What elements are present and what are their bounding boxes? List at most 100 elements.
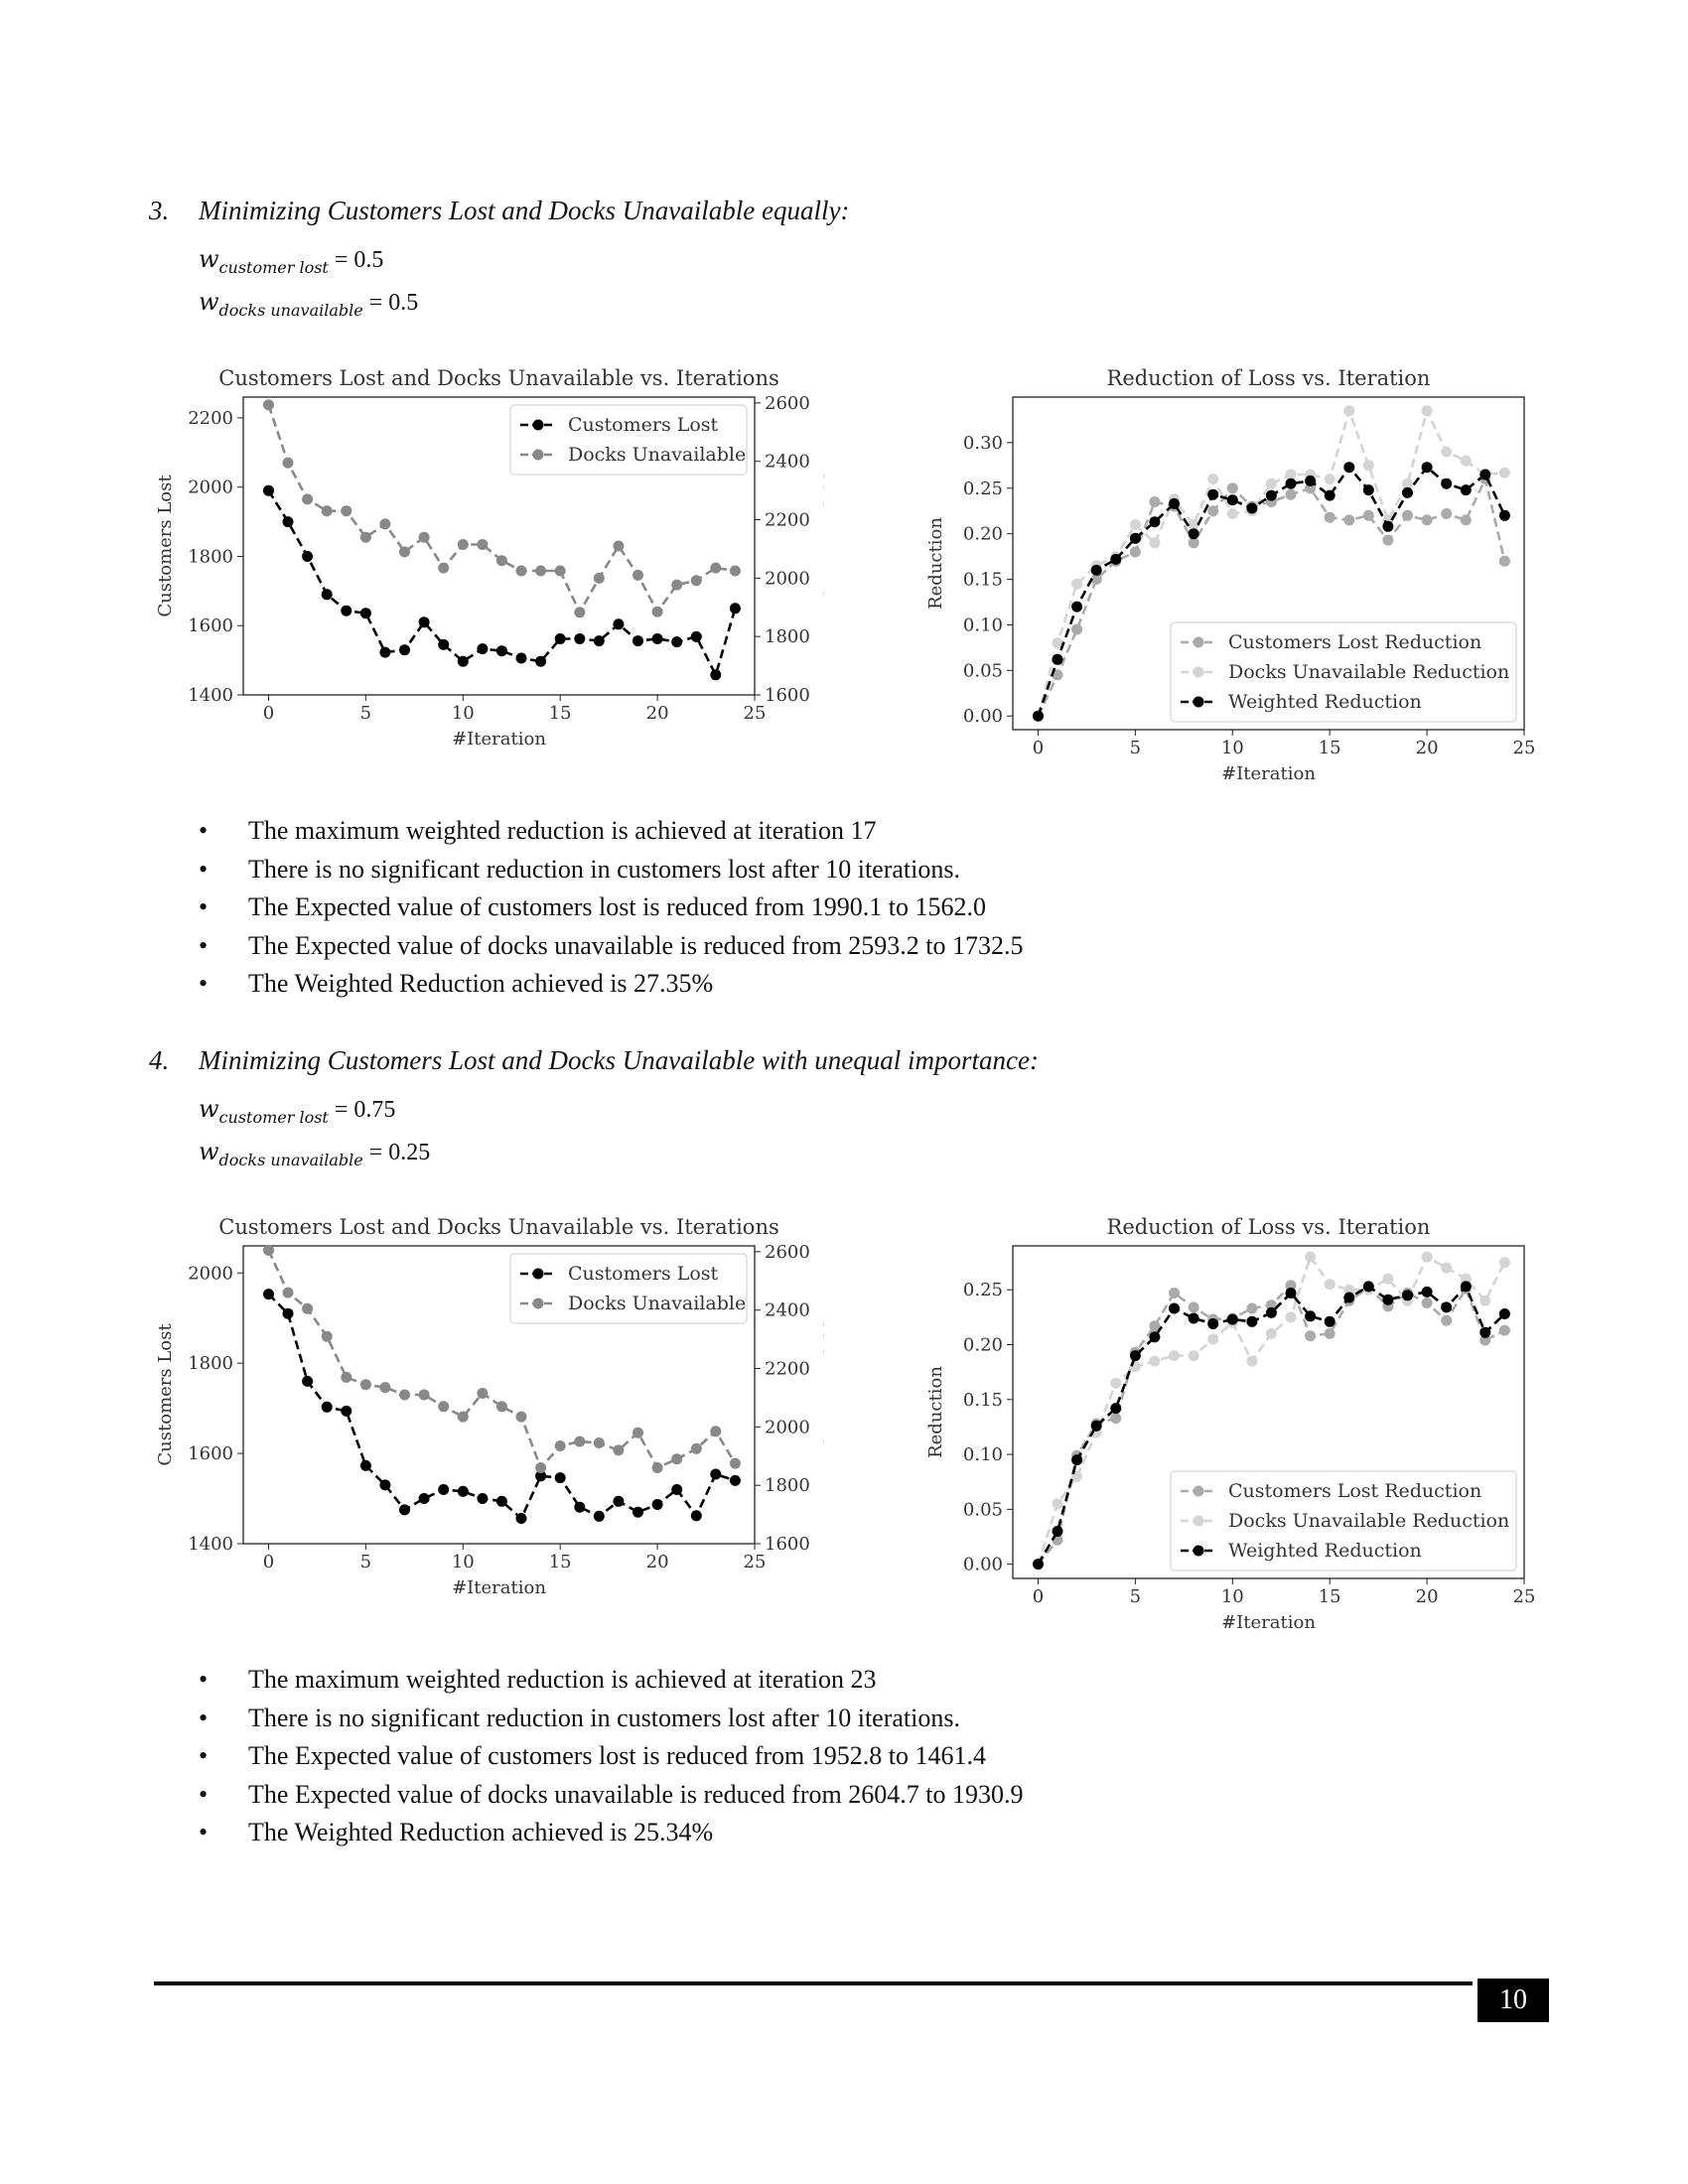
x-tick-label: 20 xyxy=(1416,738,1439,758)
chart-title: Reduction of Loss vs. Iteration xyxy=(1107,366,1431,390)
data-point xyxy=(1324,1315,1336,1327)
y2-tick-label: 2200 xyxy=(765,1359,810,1380)
weight-symbol: w xyxy=(199,1138,219,1165)
data-point xyxy=(1498,1324,1510,1336)
y-tick-label: 2200 xyxy=(188,408,233,429)
data-point xyxy=(1052,1526,1063,1537)
data-point xyxy=(651,633,663,644)
y2-tick-label: 2200 xyxy=(765,510,810,531)
data-point xyxy=(438,638,450,650)
data-point xyxy=(321,1401,333,1413)
x-tick-label: 5 xyxy=(1130,738,1141,758)
data-point xyxy=(282,457,294,469)
y-tick-label: 0.00 xyxy=(963,706,1003,727)
section-number: 3. xyxy=(149,196,170,225)
data-point xyxy=(613,540,625,552)
data-point xyxy=(1402,509,1413,521)
data-point xyxy=(1226,1313,1238,1325)
legend-swatch-marker xyxy=(1193,1545,1204,1557)
legend-item: Docks Unavailable Reduction xyxy=(1181,661,1509,683)
legend-label: Customers Lost xyxy=(568,414,719,436)
data-point xyxy=(457,539,469,550)
y-tick-label: 1600 xyxy=(188,615,233,636)
data-point xyxy=(282,516,294,528)
data-point xyxy=(1421,1251,1433,1263)
weight-line: wcustomer lost = 0.75 xyxy=(199,1092,430,1135)
legend-swatch-marker xyxy=(532,1268,544,1280)
y-tick-label: 0.25 xyxy=(963,478,1003,499)
data-point xyxy=(341,1371,352,1383)
findings-list: The maximum weighted reduction is achiev… xyxy=(199,812,1023,1004)
data-point xyxy=(690,1442,702,1454)
data-point xyxy=(1479,1326,1491,1338)
y-tick-label: 0.20 xyxy=(963,1335,1003,1356)
list-item: The maximum weighted reduction is achiev… xyxy=(199,812,1023,851)
list-item: There is no significant reduction in cus… xyxy=(199,851,1023,889)
data-point xyxy=(729,603,741,614)
data-point xyxy=(1285,1288,1297,1298)
data-point xyxy=(1441,478,1453,489)
data-point xyxy=(341,505,352,517)
data-point xyxy=(1188,1312,1199,1324)
data-point xyxy=(263,399,274,411)
data-point xyxy=(1479,469,1491,480)
data-point xyxy=(1324,511,1336,523)
data-point xyxy=(1265,1306,1277,1318)
data-point xyxy=(1421,462,1433,474)
chart-title: Customers Lost and Docks Unavailable vs.… xyxy=(218,1215,779,1239)
data-point xyxy=(1441,1301,1453,1313)
list-item: The Expected value of customers lost is … xyxy=(199,1737,1023,1776)
data-point xyxy=(457,1485,469,1497)
y2-tick-label: 1600 xyxy=(765,1534,810,1555)
data-point xyxy=(1382,1273,1394,1285)
data-point xyxy=(1071,578,1083,590)
data-point xyxy=(1149,537,1161,549)
x-axis-label: #Iteration xyxy=(1221,763,1316,784)
data-point xyxy=(574,1501,586,1513)
legend-item: Weighted Reduction xyxy=(1181,691,1422,713)
list-item: The Expected value of docks unavailable … xyxy=(199,927,1023,966)
data-point xyxy=(1052,1498,1063,1510)
weight-value: = 0.5 xyxy=(368,290,419,316)
chart-customers-docks-2: Customers Lost and Docks Unavailable vs.… xyxy=(149,1206,824,1643)
data-point xyxy=(1382,534,1394,546)
data-point xyxy=(1149,1331,1161,1343)
legend-item: Docks Unavailable xyxy=(520,444,746,466)
x-tick-label: 20 xyxy=(1416,1586,1439,1607)
data-point xyxy=(282,1307,294,1319)
data-point xyxy=(321,589,333,601)
series-weighted-reduction xyxy=(1033,1281,1510,1570)
data-point xyxy=(399,1389,410,1401)
data-point xyxy=(1343,1292,1355,1303)
data-point xyxy=(651,1462,663,1473)
data-point xyxy=(495,645,507,657)
legend-item: Customers Lost xyxy=(520,1263,719,1285)
data-point xyxy=(671,579,683,591)
data-point xyxy=(1071,601,1083,613)
data-point xyxy=(321,505,333,517)
list-item: The Weighted Reduction achieved is 27.35… xyxy=(199,965,1023,1004)
x-tick-label: 20 xyxy=(646,703,669,724)
legend-swatch-marker xyxy=(1193,1515,1204,1527)
series-weighted-reduction xyxy=(1033,462,1510,722)
data-point xyxy=(671,1453,683,1465)
data-point xyxy=(1402,1290,1413,1301)
y-tick-label: 0.10 xyxy=(963,614,1003,635)
data-point xyxy=(438,1401,450,1413)
chart-svg: Reduction of Loss vs. Iteration 0 5 10 15 20 2… xyxy=(925,366,1535,784)
weight-line: wdocks unavailable = 0.25 xyxy=(199,1135,430,1177)
y2-tick-label: 1800 xyxy=(765,626,810,647)
data-point xyxy=(1090,574,1102,586)
data-point xyxy=(633,1506,643,1518)
data-point xyxy=(1421,1297,1433,1308)
y-tick-label: 0.15 xyxy=(963,1390,1003,1411)
data-point xyxy=(1362,484,1374,496)
data-point xyxy=(477,539,489,550)
data-point xyxy=(1265,489,1277,501)
data-point xyxy=(1149,496,1161,507)
data-point xyxy=(1246,502,1258,514)
data-point xyxy=(1265,1299,1277,1311)
data-point xyxy=(1324,474,1336,485)
data-point xyxy=(1441,1262,1453,1274)
data-point xyxy=(1402,486,1413,498)
